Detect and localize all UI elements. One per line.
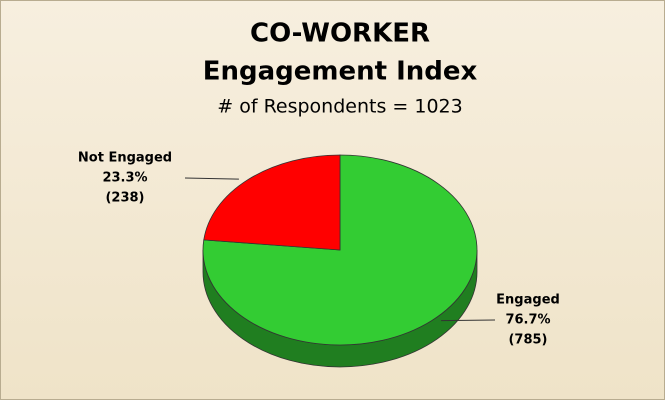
chart-title: CO-WORKER — [250, 19, 430, 49]
slice-count-label: (785) — [508, 333, 547, 348]
slice-value-label: 76.7% — [505, 313, 550, 328]
leader-line — [184, 177, 239, 180]
chart-subtitle: # of Respondents = 1023 — [217, 96, 462, 118]
leader-line — [441, 319, 496, 322]
slice-label: Engaged — [496, 293, 560, 308]
slice-count-label: (238) — [105, 191, 144, 206]
slice — [203, 154, 341, 251]
slice-label: Not Engaged — [78, 151, 172, 166]
chart-title-line2: Engagement Index — [203, 57, 478, 87]
slice-value-label: 23.3% — [102, 171, 147, 186]
